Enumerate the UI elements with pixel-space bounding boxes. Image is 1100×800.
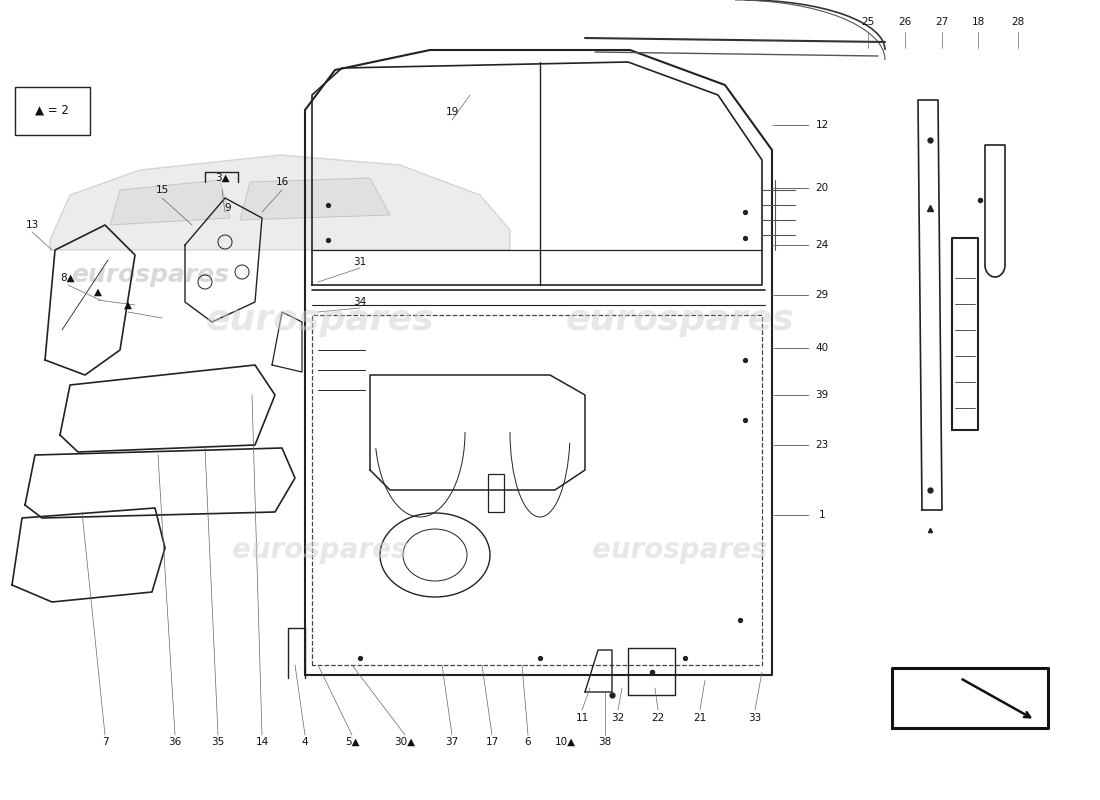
Text: 6: 6 <box>525 737 531 747</box>
Text: 37: 37 <box>446 737 459 747</box>
Text: 27: 27 <box>935 17 948 27</box>
Text: eurospares: eurospares <box>565 303 794 337</box>
Text: 36: 36 <box>168 737 182 747</box>
Text: 10▲: 10▲ <box>554 737 575 747</box>
Text: 15: 15 <box>155 185 168 195</box>
Text: eurospares: eurospares <box>70 263 229 287</box>
Text: ▲: ▲ <box>94 287 102 297</box>
Text: eurospares: eurospares <box>592 536 768 564</box>
Text: 17: 17 <box>485 737 498 747</box>
Text: 39: 39 <box>815 390 828 400</box>
Text: 3▲: 3▲ <box>214 173 229 183</box>
Text: 23: 23 <box>815 440 828 450</box>
Polygon shape <box>50 155 510 250</box>
Text: 5▲: 5▲ <box>344 737 360 747</box>
Text: 32: 32 <box>612 713 625 723</box>
Text: 8▲: 8▲ <box>60 273 75 283</box>
Text: 40: 40 <box>815 343 828 353</box>
Text: eurospares: eurospares <box>232 536 408 564</box>
Text: 20: 20 <box>815 183 828 193</box>
Text: 29: 29 <box>815 290 828 300</box>
Bar <box>488 474 504 512</box>
Text: 34: 34 <box>353 297 366 307</box>
Text: 22: 22 <box>651 713 664 723</box>
Polygon shape <box>110 180 230 225</box>
Text: 18: 18 <box>971 17 984 27</box>
Text: 16: 16 <box>275 177 288 187</box>
Text: 24: 24 <box>815 240 828 250</box>
Text: 25: 25 <box>861 17 875 27</box>
Text: 35: 35 <box>211 737 224 747</box>
Text: 9: 9 <box>224 203 231 213</box>
Text: 38: 38 <box>598 737 612 747</box>
Text: 12: 12 <box>815 120 828 130</box>
Text: 26: 26 <box>899 17 912 27</box>
Text: 21: 21 <box>693 713 706 723</box>
Text: ▲ = 2: ▲ = 2 <box>35 103 69 117</box>
Polygon shape <box>240 178 390 220</box>
Bar <box>15 87 90 135</box>
Text: 19: 19 <box>446 107 459 117</box>
Text: 31: 31 <box>353 257 366 267</box>
Text: 30▲: 30▲ <box>395 737 416 747</box>
Text: 13: 13 <box>25 220 39 230</box>
Text: 11: 11 <box>575 713 589 723</box>
Text: 4: 4 <box>301 737 308 747</box>
Text: 28: 28 <box>1011 17 1024 27</box>
Text: 7: 7 <box>101 737 108 747</box>
Text: eurospares: eurospares <box>206 303 434 337</box>
Text: 1: 1 <box>818 510 825 520</box>
Text: 14: 14 <box>255 737 268 747</box>
Text: 33: 33 <box>748 713 761 723</box>
Text: ▲: ▲ <box>124 300 132 310</box>
